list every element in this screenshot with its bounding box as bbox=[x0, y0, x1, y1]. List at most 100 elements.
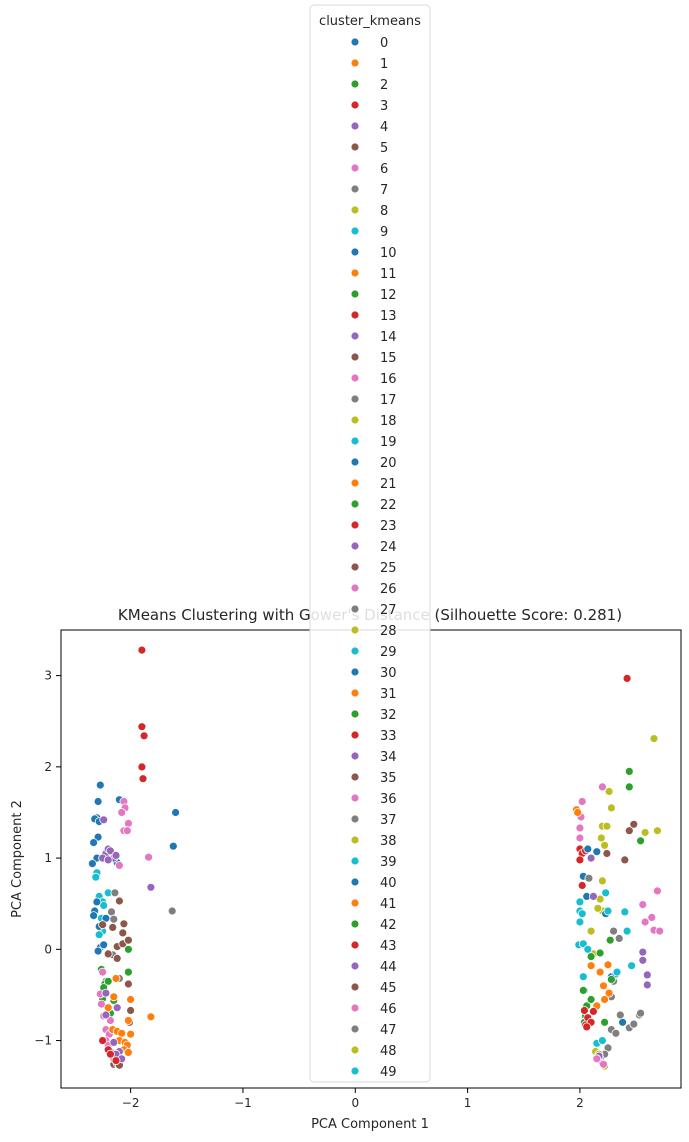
scatter-point bbox=[146, 882, 156, 892]
scatter-point bbox=[99, 901, 109, 910]
legend-label: 2 bbox=[380, 78, 388, 93]
scatter-point bbox=[636, 1008, 645, 1018]
scatter-point bbox=[98, 967, 107, 977]
scatter-point bbox=[624, 767, 634, 776]
legend-marker bbox=[350, 940, 360, 950]
scatter-point bbox=[604, 988, 614, 998]
legend-marker bbox=[350, 1066, 360, 1076]
legend-marker bbox=[350, 310, 360, 320]
scatter-point bbox=[601, 888, 611, 898]
legend-marker bbox=[350, 520, 360, 530]
legend-label: 17 bbox=[380, 393, 397, 408]
legend-marker bbox=[350, 247, 360, 257]
legend-marker bbox=[350, 709, 360, 719]
scatter-point bbox=[582, 1022, 592, 1032]
legend-marker bbox=[350, 919, 360, 929]
legend-label: 49 bbox=[380, 1065, 397, 1080]
scatter-point bbox=[93, 946, 103, 956]
scatter-point bbox=[620, 855, 630, 865]
scatter-point bbox=[602, 821, 612, 831]
legend-label: 14 bbox=[380, 330, 397, 345]
scatter-point bbox=[89, 911, 98, 920]
legend-label: 15 bbox=[380, 351, 397, 366]
scatter-point bbox=[580, 1006, 589, 1015]
legend-marker bbox=[350, 772, 360, 782]
scatter-point bbox=[607, 803, 616, 813]
scatter-point bbox=[586, 853, 596, 863]
scatter-point bbox=[629, 819, 639, 829]
legend-label: 43 bbox=[380, 939, 397, 954]
legend-marker bbox=[350, 79, 360, 89]
legend-label: 18 bbox=[380, 414, 397, 429]
scatter-point bbox=[99, 940, 109, 950]
legend-marker bbox=[350, 142, 360, 152]
scatter-point bbox=[598, 782, 607, 792]
scatter-point bbox=[589, 892, 598, 901]
legend-marker bbox=[350, 793, 360, 803]
legend-marker bbox=[350, 205, 360, 215]
scatter-point bbox=[653, 826, 662, 836]
legend-label: 38 bbox=[380, 834, 397, 849]
scatter-point bbox=[603, 906, 613, 916]
legend-label: 33 bbox=[380, 729, 397, 744]
scatter-point bbox=[636, 836, 645, 846]
y-tick-label: 0 bbox=[44, 942, 52, 956]
scatter-point bbox=[111, 974, 121, 983]
legend-marker bbox=[350, 499, 360, 509]
legend-label: 29 bbox=[380, 645, 397, 660]
scatter-point bbox=[655, 926, 665, 936]
scatter-point bbox=[112, 954, 122, 963]
scatter-point bbox=[108, 923, 118, 932]
scatter-point bbox=[138, 774, 148, 784]
legend-title: cluster_kmeans bbox=[319, 14, 421, 29]
legend-label: 37 bbox=[380, 813, 397, 828]
x-tick-label: −1 bbox=[234, 1096, 252, 1110]
scatter-point bbox=[103, 976, 113, 986]
legend-marker bbox=[350, 436, 360, 446]
scatter-point bbox=[117, 1028, 127, 1038]
legend-label: 41 bbox=[380, 897, 397, 912]
legend-label: 22 bbox=[380, 498, 397, 513]
y-axis-label: PCA Component 2 bbox=[10, 800, 25, 918]
scatter-point bbox=[586, 926, 596, 936]
legend-marker bbox=[350, 478, 360, 488]
scatter-point bbox=[596, 833, 606, 843]
scatter-point bbox=[575, 897, 585, 907]
legend-label: 8 bbox=[380, 204, 388, 219]
scatter-point bbox=[146, 1012, 156, 1022]
scatter-point bbox=[111, 1056, 121, 1065]
scatter-point bbox=[589, 1007, 598, 1016]
scatter-point bbox=[607, 975, 616, 984]
legend-marker bbox=[350, 394, 360, 404]
scatter-point bbox=[653, 886, 662, 896]
scatter-point bbox=[123, 1048, 133, 1057]
scatter-point bbox=[638, 900, 648, 909]
legend-marker bbox=[350, 268, 360, 278]
scatter-point bbox=[629, 1019, 639, 1029]
legend-frame bbox=[309, 4, 431, 1083]
legend-label: 9 bbox=[380, 225, 388, 240]
legend-label: 7 bbox=[380, 183, 388, 198]
scatter-point bbox=[620, 907, 630, 917]
scatter-point bbox=[94, 930, 104, 940]
scatter-point bbox=[638, 947, 648, 957]
scatter-point bbox=[103, 855, 113, 865]
legend-marker bbox=[350, 163, 360, 173]
legend-label: 16 bbox=[380, 372, 397, 387]
scatter-point bbox=[144, 852, 154, 862]
legend-marker bbox=[350, 1003, 360, 1013]
scatter-point bbox=[599, 1059, 608, 1069]
scatter-point bbox=[123, 1016, 133, 1025]
legend-label: 30 bbox=[380, 666, 397, 681]
legend-label: 31 bbox=[380, 687, 397, 702]
scatter-point bbox=[577, 797, 587, 806]
legend-marker bbox=[350, 541, 360, 551]
legend-label: 35 bbox=[380, 771, 397, 786]
legend-label: 1 bbox=[380, 57, 388, 72]
scatter-point bbox=[595, 948, 605, 958]
scatter-point bbox=[99, 815, 109, 825]
legend-marker bbox=[350, 835, 360, 845]
legend-label: 11 bbox=[380, 267, 397, 282]
scatter-point bbox=[109, 914, 119, 924]
